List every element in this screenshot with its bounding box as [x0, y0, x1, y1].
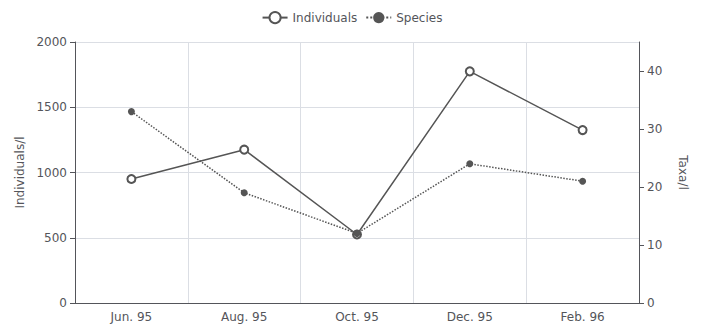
svg-text:Individuals/l: Individuals/l — [13, 136, 27, 208]
svg-text:Dec. 95: Dec. 95 — [447, 310, 493, 324]
svg-text:40: 40 — [647, 64, 662, 78]
svg-text:30: 30 — [647, 122, 662, 136]
svg-text:0: 0 — [647, 296, 655, 310]
svg-text:Species: Species — [396, 11, 442, 25]
svg-text:2000: 2000 — [36, 35, 67, 49]
svg-text:500: 500 — [44, 231, 67, 245]
svg-text:0: 0 — [59, 296, 67, 310]
svg-text:Oct. 95: Oct. 95 — [335, 310, 379, 324]
svg-text:Feb. 96: Feb. 96 — [561, 310, 605, 324]
svg-text:20: 20 — [647, 180, 662, 194]
svg-text:Individuals: Individuals — [293, 11, 358, 25]
svg-text:10: 10 — [647, 238, 662, 252]
svg-text:Taxa/l: Taxa/l — [676, 154, 690, 190]
svg-text:1500: 1500 — [36, 100, 67, 114]
svg-text:Aug. 95: Aug. 95 — [221, 310, 267, 324]
svg-text:Jun. 95: Jun. 95 — [110, 310, 153, 324]
svg-text:1000: 1000 — [36, 166, 67, 180]
